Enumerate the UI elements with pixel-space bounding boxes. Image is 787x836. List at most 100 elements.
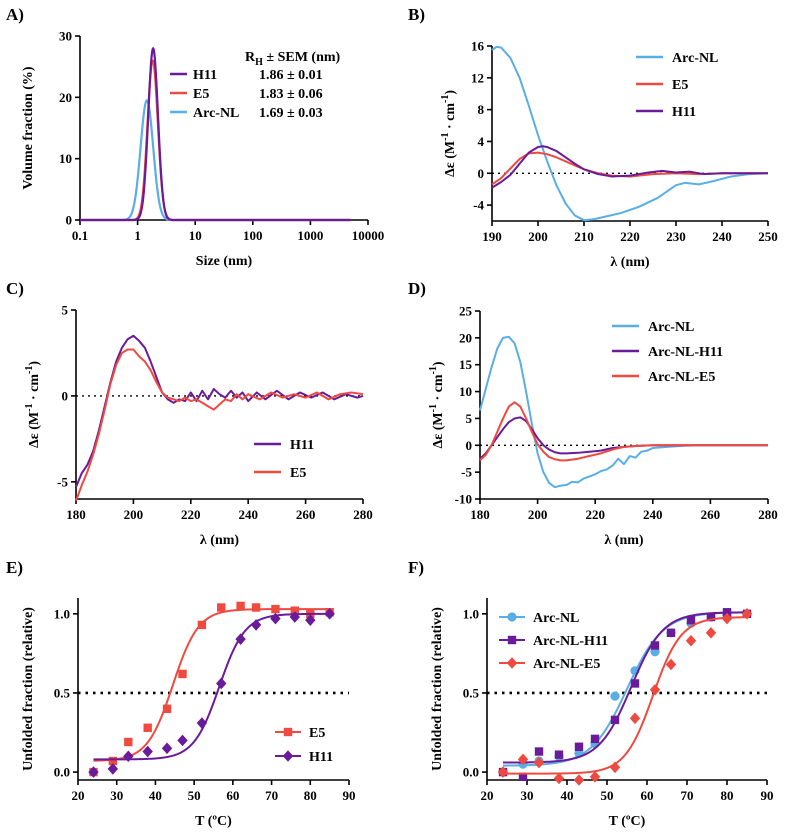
series-line-e5 — [79, 59, 352, 222]
panel-label: F) — [408, 558, 424, 577]
data-point — [629, 712, 641, 725]
y-tick-label: 0.0 — [463, 765, 479, 780]
x-tick-label: 260 — [296, 507, 316, 522]
legend-value: 1.69 ± 0.03 — [259, 106, 323, 121]
fit-curve-e5 — [93, 608, 330, 762]
panel-a-legend: RH ± SEM (nm) H11 1.86 ± 0.01 E5 1.83 ± 0.06… — [170, 50, 341, 121]
panel-legend: Arc-NL Arc-NL-H11 Arc-NL-E5 — [612, 320, 723, 385]
data-point — [497, 766, 509, 778]
legend-label: E5 — [193, 87, 209, 102]
legend-label: E5 — [309, 726, 325, 741]
x-tick-label: 50 — [601, 788, 614, 803]
y-tick-label: 0 — [478, 166, 485, 181]
panel-legend: Arc-NL Arc-NL-H11 Arc-NL-E5 — [499, 611, 608, 672]
y-tick-label: 10 — [459, 384, 472, 399]
x-tick-label: 240 — [712, 229, 732, 244]
y-tick-label: 15 — [459, 357, 473, 372]
x-axis-title: λ (nm) — [604, 533, 643, 548]
y-tick-label: 30 — [59, 29, 72, 44]
x-tick-label: 30 — [110, 788, 123, 803]
x-tick-label: 190 — [482, 229, 502, 244]
x-tick-label: 90 — [343, 788, 356, 803]
panel-f-axes: 20 30 40 50 60 70 80 90 0.0 0.5 1.0 T (ºC) Unfolded … — [408, 558, 774, 829]
panel-series — [75, 334, 364, 502]
data-point — [609, 761, 621, 774]
panel-label: D) — [408, 279, 426, 298]
data-point — [107, 763, 119, 775]
y-tick-label: -4 — [473, 198, 484, 213]
data-point — [686, 615, 696, 625]
data-point — [589, 771, 601, 783]
x-tick-label: 10000 — [352, 228, 385, 243]
y-axis-title: Δε (M-1 · cm-1) — [428, 361, 446, 448]
y-axis-title-part: -1 — [440, 95, 451, 103]
data-point — [574, 742, 584, 751]
y-axis-title-part: -1 — [24, 404, 35, 412]
y-axis-title-part: Δε (M — [431, 412, 446, 448]
data-point — [162, 704, 172, 713]
y-tick-label: 5 — [62, 303, 69, 318]
data-point — [217, 603, 226, 612]
y-axis-title-part: · cm — [431, 374, 446, 404]
legend-label: Arc-NL-E5 — [648, 370, 715, 385]
x-tick-label: 240 — [238, 507, 258, 522]
data-point — [282, 750, 294, 762]
y-tick-label: 0.5 — [54, 685, 71, 700]
y-tick-label: 0.0 — [54, 765, 70, 780]
data-point — [705, 627, 717, 639]
data-point — [685, 634, 697, 647]
data-point — [290, 606, 299, 615]
data-point — [630, 679, 640, 688]
legend-header: RH ± SEM (nm) — [245, 50, 341, 68]
panel-series — [491, 45, 769, 222]
y-tick-label: 20 — [459, 330, 472, 345]
y-axis-title-part: · cm — [443, 103, 458, 133]
x-tick-label: 40 — [149, 788, 162, 803]
y-tick-label: -5 — [461, 465, 472, 480]
x-tick-label: 260 — [701, 507, 721, 522]
y-tick-label: 0.5 — [463, 685, 480, 700]
legend-value: 1.86 ± 0.01 — [259, 68, 323, 83]
panel-a-series — [79, 47, 352, 222]
data-point — [196, 717, 208, 729]
data-point — [178, 669, 187, 679]
data-point — [518, 772, 528, 782]
legend-label: H11 — [193, 68, 217, 83]
data-point — [305, 614, 316, 626]
series-line-arc-nl-h11 — [479, 416, 768, 460]
data-point — [271, 604, 280, 614]
legend-label: Arc-NL — [193, 106, 239, 121]
y-axis-title-part: · cm — [27, 374, 42, 404]
data-point — [706, 612, 716, 622]
series-line-e5 — [75, 348, 364, 502]
y-axis-title: Unfolded fraction (relative) — [430, 607, 445, 771]
y-axis-title-part: ) — [431, 361, 446, 366]
x-tick-label: 10 — [189, 228, 202, 243]
legend-label: E5 — [290, 466, 306, 481]
panel-d-axes: 180 200 220 240 260 280 -10 -5 0 5 10 15 20 25 λ (nm) Δ… — [408, 279, 778, 548]
data-point — [506, 657, 518, 669]
data-point — [142, 745, 153, 758]
x-tick-label: 220 — [181, 507, 201, 522]
panel-series — [479, 335, 768, 489]
x-tick-label: 40 — [561, 788, 574, 803]
series-line-e5 — [491, 151, 768, 186]
data-point — [197, 620, 207, 630]
y-axis-title: Unfolded fraction (relative) — [21, 607, 36, 771]
x-tick-label: 200 — [528, 229, 548, 244]
panel-b-axes: 190 200 210 220 230 240 250 -4 0 4 8 12 16 λ (nm) Δε (… — [408, 5, 778, 270]
fit-curve-h11 — [93, 612, 330, 761]
data-point — [177, 734, 188, 747]
y-axis-title-part: ) — [27, 361, 42, 366]
data-point — [88, 766, 99, 778]
x-tick-label: 80 — [304, 788, 317, 803]
x-tick-label: 200 — [528, 507, 548, 522]
legend-label: Arc-NL — [533, 611, 579, 626]
data-point — [289, 611, 300, 623]
y-tick-label: 16 — [471, 39, 485, 54]
x-tick-label: 70 — [681, 788, 694, 803]
data-point — [250, 619, 262, 631]
data-point — [235, 633, 246, 645]
